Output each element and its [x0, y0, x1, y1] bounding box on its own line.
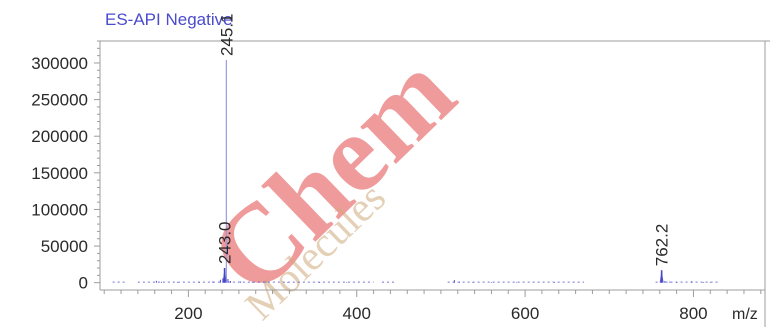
peak-labels: 245.1 243.0 762.2	[216, 13, 672, 266]
y-tick-label: 0	[79, 274, 88, 293]
x-tick-label: 400	[343, 304, 371, 323]
peak-label: 243.0	[216, 221, 235, 264]
noise-peaks	[155, 278, 711, 283]
y-axis-ticks: 0 50000 100000 150000 200000 250000 300000	[31, 40, 100, 293]
y-tick-label: 150000	[31, 164, 88, 183]
chart-title: ES-API Negative	[105, 10, 233, 29]
y-tick-label: 250000	[31, 91, 88, 110]
x-tick-label: 600	[511, 304, 539, 323]
x-tick-label: 800	[679, 304, 707, 323]
watermark-chem-text: Chem	[186, 30, 478, 318]
peak-body	[659, 270, 664, 283]
y-tick-label: 50000	[41, 237, 88, 256]
x-tick-label: 200	[174, 304, 202, 323]
peak-label: 762.2	[653, 224, 672, 267]
y-tick-label: 100000	[31, 200, 88, 219]
peak-body	[222, 268, 227, 283]
plot-frame	[99, 40, 770, 327]
x-axis-ticks: 200 400 600 800	[103, 290, 762, 323]
spectrum-peaks	[222, 60, 664, 283]
y-tick-label: 300000	[31, 54, 88, 73]
peak-label: 245.1	[217, 13, 236, 56]
x-axis-unit-label: m/z	[732, 306, 758, 323]
y-tick-label: 200000	[31, 127, 88, 146]
